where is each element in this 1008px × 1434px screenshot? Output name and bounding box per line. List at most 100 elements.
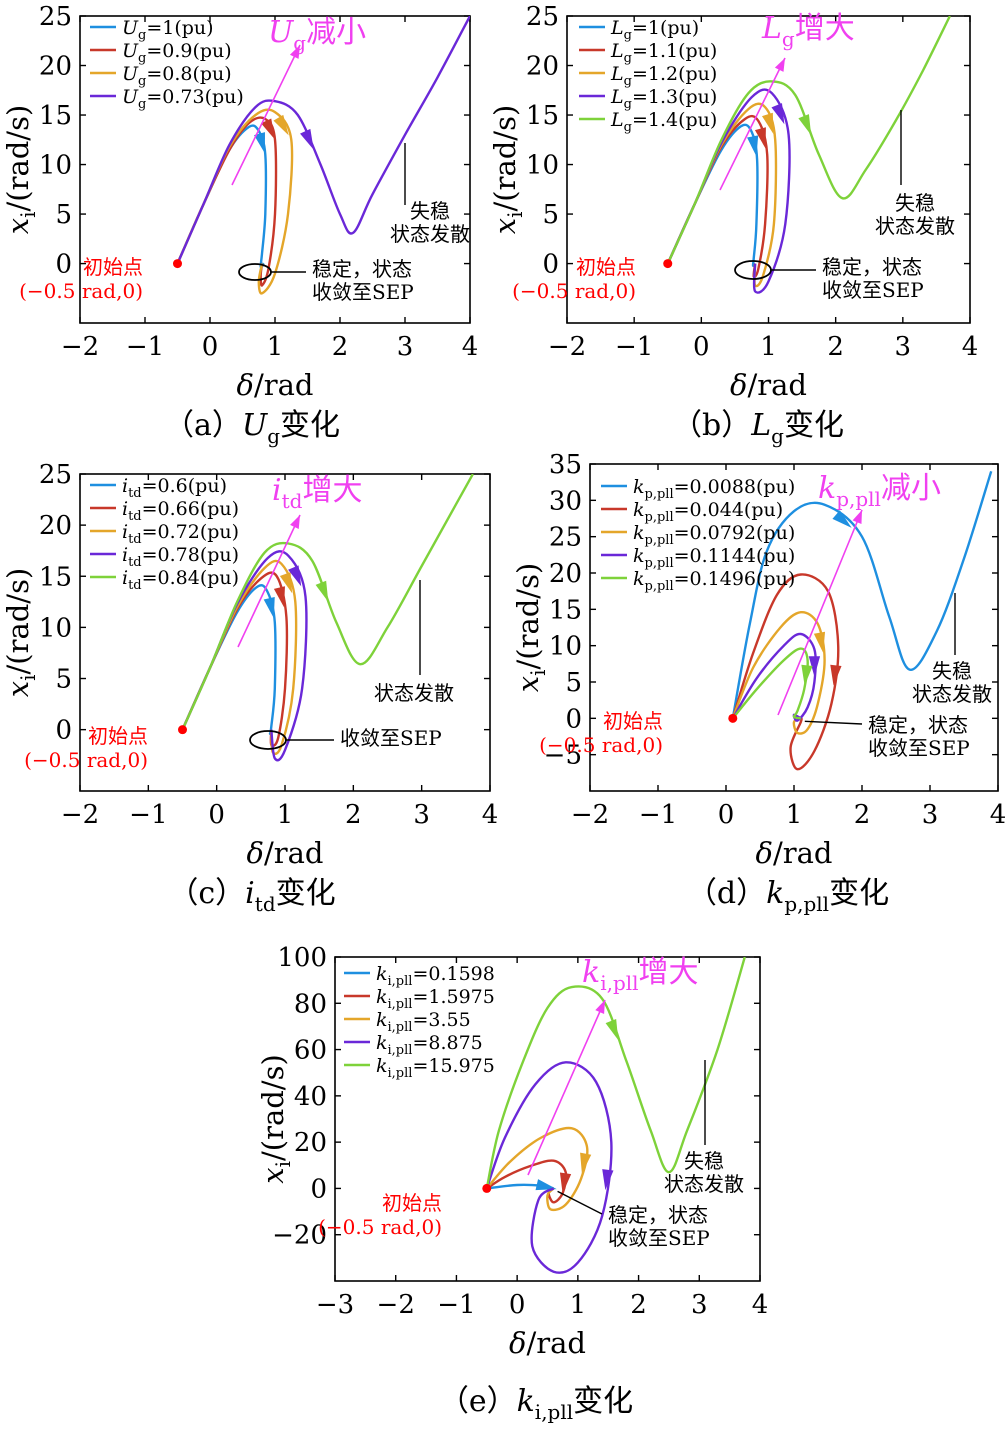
legend-entry-2: Lg=1.1(pu) <box>610 40 717 66</box>
stable-leader <box>557 1190 603 1215</box>
legend-entry-3: Lg=1.2(pu) <box>610 63 717 89</box>
y-tick-label: 5 <box>565 668 582 698</box>
y-tick-label: −20 <box>272 1221 327 1251</box>
trend-arrow-line <box>777 509 863 716</box>
unstable-label: 状态发散 <box>374 681 454 705</box>
unstable-label: 失稳 <box>410 199 450 223</box>
x-tick-label: −1 <box>126 332 164 362</box>
y-tick-label: 30 <box>549 486 582 516</box>
initial-point-label: (−0.5 rad,0) <box>19 279 143 303</box>
trend-label: kp,pll减小 <box>818 471 941 511</box>
y-tick-label: 0 <box>55 250 72 280</box>
y-tick-label: 25 <box>549 523 582 553</box>
legend-entry-1: itd=0.6(pu) <box>122 475 227 501</box>
trend-arrowhead <box>290 515 300 529</box>
panel-caption: （e）ki,pll变化 <box>439 1384 633 1424</box>
series-line-1 <box>666 123 759 267</box>
x-axis-label: δ/rad <box>730 368 807 402</box>
legend-entry-1: kp,pll=0.0088(pu) <box>633 476 795 502</box>
series-arrow-3 <box>273 114 289 136</box>
y-tick-label: 15 <box>549 595 582 625</box>
x-tick-label: 3 <box>922 800 939 830</box>
series-line-1 <box>176 124 268 269</box>
legend-entry-5: Lg=1.4(pu) <box>610 109 717 135</box>
y-tick-label: 20 <box>549 559 582 589</box>
initial-point-marker <box>173 259 182 269</box>
x-tick-label: 2 <box>827 332 844 362</box>
series-arrow-2 <box>273 586 285 608</box>
legend-entry-4: ki,pll=8.875 <box>376 1032 483 1058</box>
series-arrow-3 <box>813 631 826 653</box>
initial-point-marker <box>482 1183 492 1193</box>
legend-entry-2: Ug=0.9(pu) <box>122 40 232 66</box>
trend-label: Lg增大 <box>761 11 855 51</box>
unstable-label: 失稳 <box>932 659 972 683</box>
panel-caption: （b）Lg变化 <box>672 408 844 448</box>
initial-point-label: 初始点 <box>83 255 143 279</box>
legend-entry-3: Ug=0.8(pu) <box>122 63 232 89</box>
y-tick-label: 15 <box>39 562 72 592</box>
y-axis-label: xi/(rad/s) <box>256 1054 295 1184</box>
stable-label: 稳定，状态 <box>868 713 968 737</box>
x-tick-label: 4 <box>990 800 1007 830</box>
x-tick-label: 2 <box>854 800 871 830</box>
trend-arrowhead <box>774 58 785 72</box>
legend-entry-1: Lg=1(pu) <box>610 17 699 43</box>
series-arrow-4 <box>771 103 785 125</box>
series-arrow-5 <box>798 114 812 136</box>
y-tick-label: 15 <box>39 101 72 131</box>
stable-leader <box>804 720 863 725</box>
y-tick-label: 0 <box>542 250 559 280</box>
x-tick-label: 1 <box>267 332 284 362</box>
panel-caption: （d）kp,pll变化 <box>687 876 889 916</box>
initial-point-marker <box>178 725 187 735</box>
series-arrow-2 <box>754 127 766 149</box>
series-arrow-3 <box>279 572 293 594</box>
panel-e: −3 −2 −1 0 1 2 3 4 −20 0 20 40 60 80 100 δ/rad xi/(rad/s… <box>256 943 768 1424</box>
y-tick-label: 35 <box>549 450 582 480</box>
initial-point-label: (−0.5 rad,0) <box>512 279 636 303</box>
x-tick-label: −3 <box>316 1290 354 1320</box>
series-arrow-1 <box>832 510 852 528</box>
y-tick-label: 80 <box>294 989 327 1019</box>
series-line-5 <box>485 957 746 1189</box>
y-tick-label: 10 <box>39 151 72 181</box>
initial-point-label: (−0.5 rad,0) <box>539 733 663 757</box>
series-arrow-4 <box>288 565 302 587</box>
y-axis-label: xi/(rad/s) <box>511 563 550 693</box>
trend-arrow-line <box>719 57 786 191</box>
x-tick-label: 1 <box>786 800 803 830</box>
y-tick-label: 0 <box>310 1174 327 1204</box>
unstable-label: 失稳 <box>895 191 935 215</box>
y-tick-label: 25 <box>526 2 559 32</box>
y-tick-label: 20 <box>294 1128 327 1158</box>
initial-point-label: (−0.5 rad,0) <box>318 1215 442 1239</box>
sep-ellipse <box>249 730 287 750</box>
panel-caption: （a）Ug变化 <box>164 408 340 448</box>
legend-entry-4: Ug=0.73(pu) <box>122 86 244 112</box>
unstable-label: 状态发散 <box>390 222 470 246</box>
series-line-1 <box>731 470 993 719</box>
series-line-5 <box>666 16 951 265</box>
y-tick-label: 60 <box>294 1036 327 1066</box>
y-tick-label: 10 <box>39 613 72 643</box>
stable-label: 稳定，状态 <box>312 257 412 281</box>
x-tick-label: 2 <box>630 1290 647 1320</box>
initial-point-label: (−0.5 rad,0) <box>24 748 148 772</box>
x-tick-label: 1 <box>570 1290 587 1320</box>
x-tick-label: 1 <box>760 332 777 362</box>
x-axis-label: δ/rad <box>237 368 314 402</box>
initial-point-label: 初始点 <box>382 1191 442 1215</box>
x-tick-label: 3 <box>413 800 430 830</box>
series-arrow-2 <box>830 664 842 686</box>
x-tick-label: −1 <box>615 332 653 362</box>
x-tick-label: −1 <box>437 1290 475 1320</box>
x-tick-label: 3 <box>895 332 912 362</box>
legend-entry-2: itd=0.66(pu) <box>122 498 239 524</box>
y-tick-label: 10 <box>549 632 582 662</box>
sep-ellipse <box>238 263 272 281</box>
trend-arrowhead <box>852 510 862 524</box>
x-axis-label: δ/rad <box>756 836 833 870</box>
stable-label: 稳定，状态 <box>822 255 922 279</box>
